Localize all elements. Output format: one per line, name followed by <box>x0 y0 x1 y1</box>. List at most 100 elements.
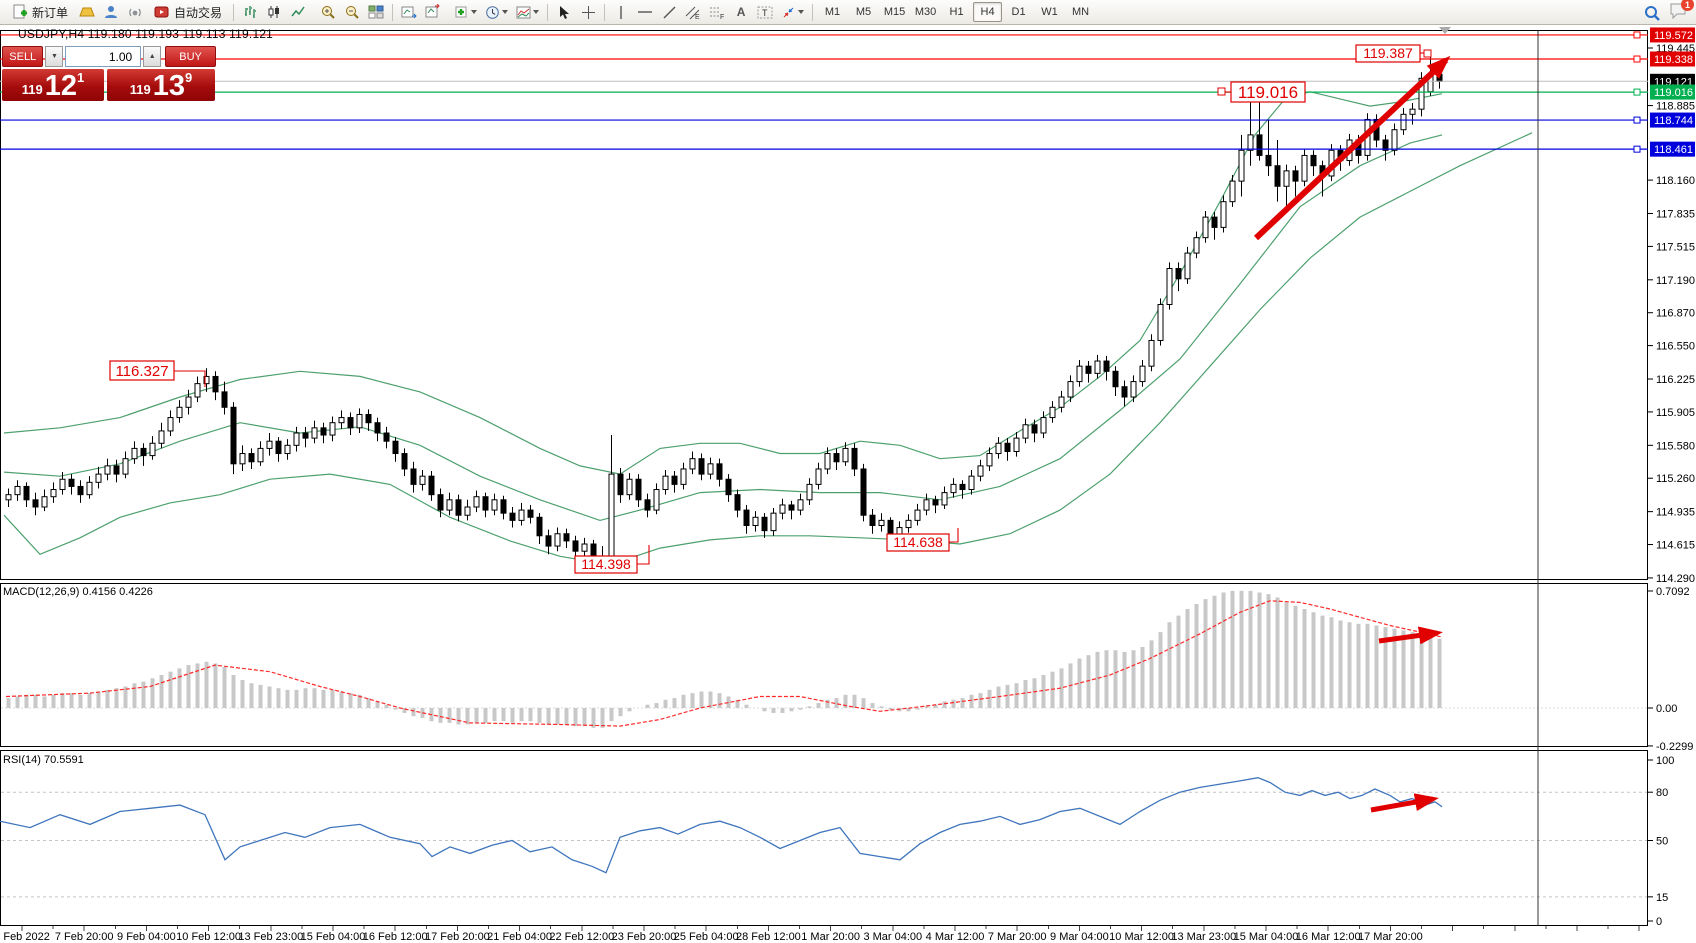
new-order-button[interactable]: 新订单 <box>6 2 74 22</box>
line-handle <box>1633 55 1641 63</box>
candle <box>176 406 183 419</box>
zoom-out-icon <box>346 6 359 19</box>
candle <box>932 499 939 506</box>
volume-input[interactable]: 1.00 <box>65 46 142 67</box>
candle <box>743 509 750 527</box>
candle <box>905 519 912 529</box>
community-button[interactable] <box>100 2 122 22</box>
volume-increase-button[interactable]: ▲ <box>143 46 162 67</box>
timeframe-m30[interactable]: M30 <box>914 6 937 18</box>
broadcast-icon <box>129 8 141 17</box>
timeframe-h1[interactable]: H1 <box>949 6 964 18</box>
candle <box>842 447 849 463</box>
candle <box>1274 165 1281 187</box>
timeframe-d1[interactable]: D1 <box>1011 6 1026 18</box>
time-label: 22 Feb 12:00 <box>549 931 614 943</box>
vertical-line-icon <box>620 5 622 19</box>
candle <box>1004 442 1011 452</box>
equidistant-channel-tool-button[interactable]: E <box>682 2 704 22</box>
price-tick: 117.515 <box>1656 241 1695 253</box>
price-annotation-box <box>1230 81 1306 103</box>
candle <box>50 489 57 498</box>
arrows-tool-button[interactable] <box>778 2 807 22</box>
price-tick: 114.290 <box>1656 573 1695 585</box>
zoom-out-button[interactable] <box>341 2 363 22</box>
templates-button[interactable] <box>513 2 542 22</box>
candle <box>5 494 12 501</box>
periods-button[interactable] <box>482 2 511 22</box>
crosshair-tool-button[interactable] <box>577 2 599 22</box>
auto-scroll-button[interactable] <box>398 2 420 22</box>
volume-decrease-button[interactable]: ▼ <box>45 46 64 67</box>
line-chart-button[interactable] <box>287 2 309 22</box>
candle <box>221 391 228 408</box>
timeframe-mn[interactable]: MN <box>1071 6 1090 18</box>
candle <box>1031 424 1038 434</box>
timeframe-w1[interactable]: W1 <box>1041 6 1058 18</box>
candle <box>131 447 138 460</box>
timeframe-m15[interactable]: M15 <box>883 6 906 18</box>
candle <box>158 430 165 444</box>
new-order-label: 新订单 <box>32 5 69 20</box>
candle <box>752 516 759 527</box>
candle <box>302 432 309 439</box>
autotrading-icon <box>154 6 169 18</box>
horizontal-line-tool-button[interactable] <box>634 2 656 22</box>
price-badge <box>1650 51 1695 67</box>
timeframe-m5[interactable]: M5 <box>855 6 872 18</box>
vertical-line-tool-button[interactable] <box>610 2 632 22</box>
sell-price[interactable]: 119 12 1 <box>2 69 104 101</box>
zoom-in-button[interactable] <box>317 2 339 22</box>
candle <box>1211 216 1218 228</box>
tile-windows-button[interactable] <box>365 2 387 22</box>
signals-button[interactable] <box>124 2 146 22</box>
candlestick-chart-button[interactable] <box>263 2 285 22</box>
auto-scroll-icon <box>401 6 417 19</box>
svg-text:119.016: 119.016 <box>1654 87 1693 99</box>
candle <box>635 478 642 501</box>
candle <box>311 427 318 439</box>
price-tick: 118.885 <box>1656 101 1695 113</box>
candle <box>545 535 552 547</box>
bar-chart-button[interactable] <box>239 2 261 22</box>
chart-shift-button[interactable] <box>422 2 444 22</box>
macd-signal-line <box>5 600 1443 727</box>
candle <box>644 499 651 511</box>
buy-button[interactable]: BUY <box>165 46 216 67</box>
time-label: 13 Feb 23:00 <box>238 931 303 943</box>
trendline-tool-button[interactable] <box>658 2 680 22</box>
search-icon[interactable] <box>1644 5 1661 22</box>
deposit-button[interactable] <box>76 2 98 22</box>
candle <box>392 440 399 455</box>
candle <box>1292 170 1299 182</box>
horizontal-line-icon <box>638 11 653 13</box>
notifications-button[interactable]: 1 <box>1669 0 1694 24</box>
timeframe-m1[interactable]: M1 <box>824 6 841 18</box>
time-label: 7 Feb 20:00 <box>55 931 114 943</box>
fibonacci-icon: F <box>710 7 724 20</box>
fibonacci-tool-button[interactable]: F <box>706 2 728 22</box>
price-badge <box>1650 84 1695 100</box>
candle <box>1301 154 1308 182</box>
candle <box>59 478 66 491</box>
autotrading-button[interactable]: 自动交易 <box>148 2 228 22</box>
time-label: 16 Feb 12:00 <box>363 931 428 943</box>
candle <box>527 509 534 518</box>
time-label: 4 Feb 2022 <box>0 931 50 943</box>
time-label: 7 Mar 20:00 <box>988 931 1047 943</box>
text-tool-button[interactable]: A <box>730 2 752 22</box>
cursor-tool-button[interactable] <box>553 2 575 22</box>
text-label-tool-button[interactable]: T <box>754 2 776 22</box>
indicators-button[interactable] <box>452 2 480 22</box>
buy-price-prefix: 119 <box>129 82 151 97</box>
tile-windows-icon <box>368 5 384 19</box>
timeframe-h4[interactable]: H4 <box>973 2 1003 22</box>
buy-price[interactable]: 119 13 9 <box>107 69 215 101</box>
candle <box>293 432 300 446</box>
line-handle <box>1633 116 1641 124</box>
line-handle <box>1633 88 1641 96</box>
candle <box>1013 437 1020 452</box>
sell-button[interactable]: SELL <box>2 46 44 67</box>
